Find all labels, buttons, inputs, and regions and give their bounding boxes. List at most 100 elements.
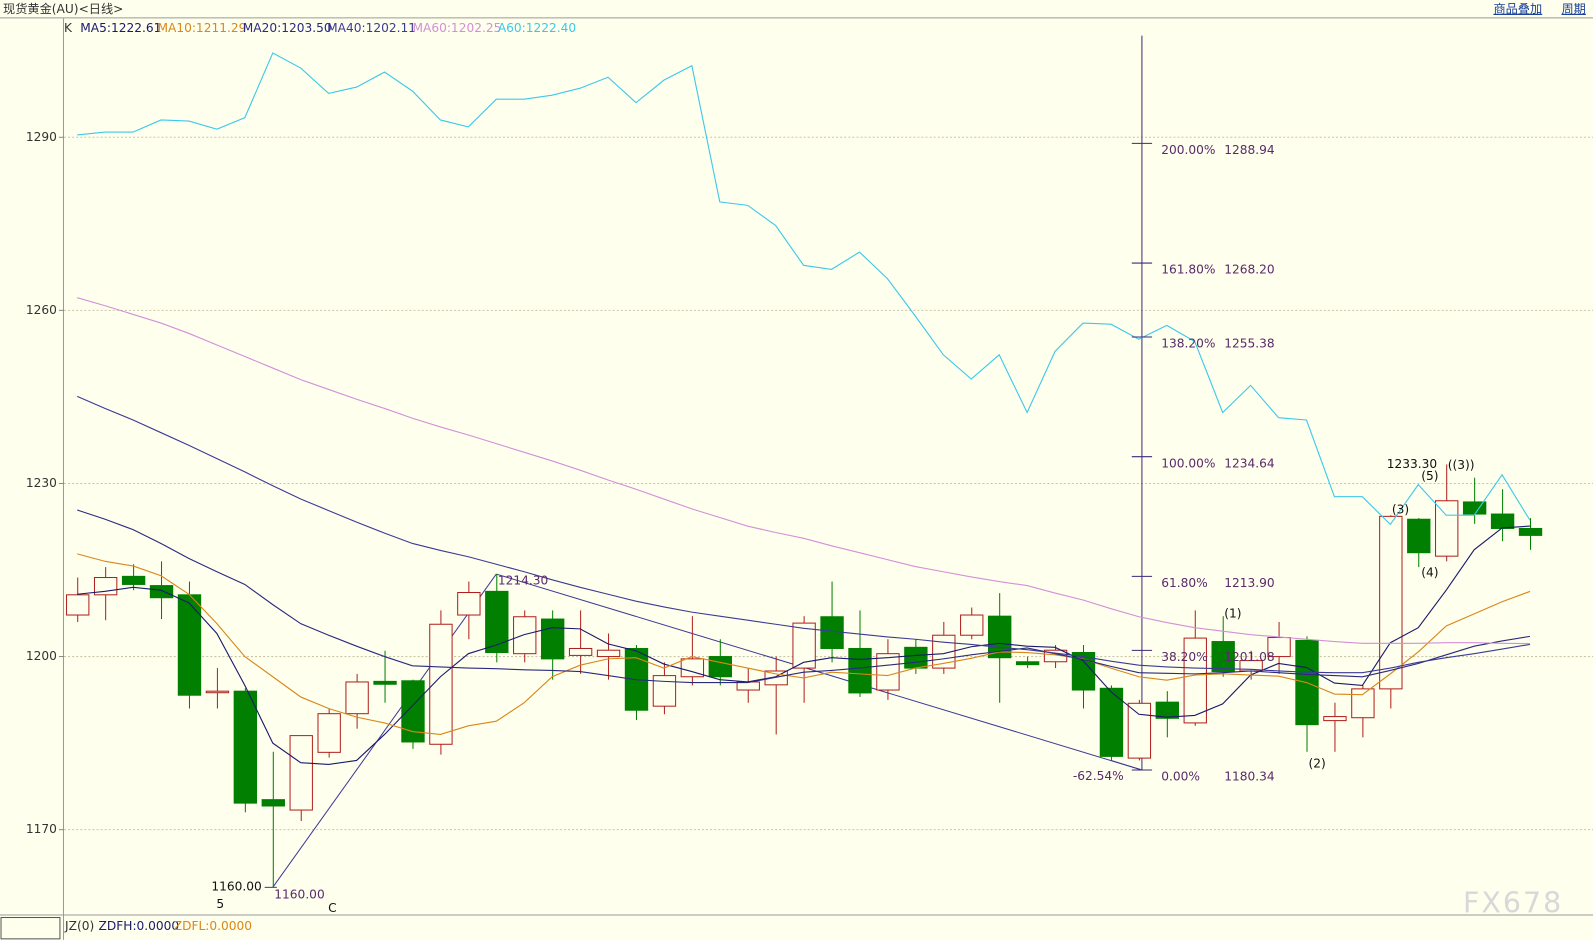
annotation: -62.54%: [1073, 769, 1124, 783]
ma-line: [77, 509, 1531, 684]
ma-line: [76, 395, 1531, 674]
ma-line: [77, 525, 1531, 766]
candle-body: [1183, 637, 1207, 724]
candle-body: [1099, 687, 1124, 757]
candle-body: [345, 681, 369, 715]
annotation: ((3)): [1448, 458, 1475, 472]
annotation: (2): [1309, 757, 1326, 771]
ma-line: [77, 297, 1531, 645]
candle-body: [792, 622, 816, 669]
candle-body: [1015, 661, 1040, 666]
fib-price: 1288.94: [1224, 143, 1275, 157]
fib-percent: 138.20%: [1161, 337, 1215, 351]
trend-line: [272, 573, 497, 888]
candle-body: [1407, 518, 1431, 554]
legend-entry: MA60:1202.25: [412, 21, 501, 35]
candle-body: [457, 592, 481, 616]
legend-entry: MA40:1202.11: [327, 21, 416, 35]
annotation: (5): [1421, 469, 1438, 483]
candle-body: [317, 713, 341, 753]
y-tick-label: 1170: [26, 822, 57, 836]
candle-body: [289, 735, 313, 811]
candle-body: [205, 690, 230, 694]
candle-body: [1379, 515, 1403, 690]
candle-body: [596, 649, 621, 658]
candle-body: [1127, 702, 1152, 759]
fib-percent: 200.00%: [1161, 143, 1215, 157]
candle-body: [848, 647, 872, 694]
trend-line: [1110, 759, 1143, 771]
overlay-button[interactable]: 商品叠加: [1493, 1, 1542, 16]
fib-price: 1180.34: [1224, 770, 1275, 784]
fib-percent: 61.80%: [1161, 576, 1207, 590]
candle-body: [876, 653, 900, 691]
footer-item: JZ(0): [64, 919, 94, 933]
legend-entry: MA5:1222.61: [80, 21, 161, 35]
candle-body: [1351, 688, 1375, 719]
fib-percent: 38.20%: [1161, 650, 1207, 664]
candle-body: [1211, 641, 1235, 673]
candle-body: [708, 656, 732, 678]
annotation: (3): [1392, 503, 1409, 517]
fib-price: 1255.38: [1224, 337, 1274, 351]
watermark: FX678: [1463, 886, 1563, 919]
ma-line: [77, 52, 1531, 526]
legend-entry: MA10:1211.29: [157, 21, 246, 35]
footer-item: ZDFH:0.0000: [99, 919, 180, 933]
candle-body: [373, 680, 397, 685]
candle-body: [568, 647, 593, 656]
candle-body: [1435, 500, 1459, 557]
fib-price: 1268.20: [1224, 263, 1274, 277]
candle-body: [540, 618, 565, 660]
y-tick-label: 1200: [26, 649, 57, 663]
fib-percent: 100.00%: [1161, 456, 1215, 470]
annotation: 5: [216, 897, 224, 911]
fib-percent: 161.80%: [1161, 263, 1215, 277]
fib-percent: 0.00%: [1161, 770, 1200, 784]
trend-line: [496, 573, 1143, 771]
candle-body: [1071, 652, 1096, 691]
annotation: (4): [1421, 566, 1438, 580]
candle-body: [736, 681, 760, 691]
candle-body: [1155, 701, 1180, 719]
annotation: 1160.00: [211, 880, 261, 894]
annotation: 1160.00: [274, 888, 324, 902]
fib-price: 1213.90: [1224, 576, 1274, 590]
fib-price: 1234.64: [1224, 456, 1275, 470]
candle-body: [233, 690, 258, 804]
annotation: C: [328, 901, 337, 915]
y-tick-label: 1290: [26, 130, 57, 144]
fib-price: 1201.08: [1224, 650, 1274, 664]
candle-body: [177, 594, 202, 696]
ma-line: [77, 553, 1531, 736]
candle-body: [485, 590, 509, 654]
candle-body: [513, 616, 537, 655]
candle-body: [121, 575, 146, 585]
candle-body: [261, 799, 285, 807]
candle-body: [1490, 513, 1515, 529]
candle-body: [1518, 527, 1543, 536]
period-button[interactable]: 周期: [1562, 2, 1586, 16]
candle-body: [401, 680, 425, 743]
legend-prefix: K: [64, 21, 73, 35]
annotation: 1233.30: [1387, 457, 1437, 471]
y-tick-label: 1260: [26, 303, 57, 317]
y-tick-label: 1230: [26, 476, 57, 490]
candle-body: [1323, 716, 1347, 722]
legend-entry: MA20:1203.50: [243, 21, 332, 35]
annotation: 1214.30: [498, 574, 548, 588]
candle-body: [66, 594, 90, 616]
legend-entry: A60:1222.40: [498, 21, 576, 35]
candle-body: [820, 616, 844, 649]
candle-body: [960, 614, 984, 636]
footer-item: ZDFL:0.0000: [174, 919, 252, 933]
annotation: (1): [1224, 606, 1241, 620]
header-title: 现货黄金(AU)<日线>: [3, 1, 123, 16]
candle-body: [652, 675, 677, 707]
candle-body: [429, 623, 453, 745]
candle-body: [680, 658, 705, 678]
candle-body: [904, 646, 928, 669]
footer-box: [0, 917, 61, 940]
